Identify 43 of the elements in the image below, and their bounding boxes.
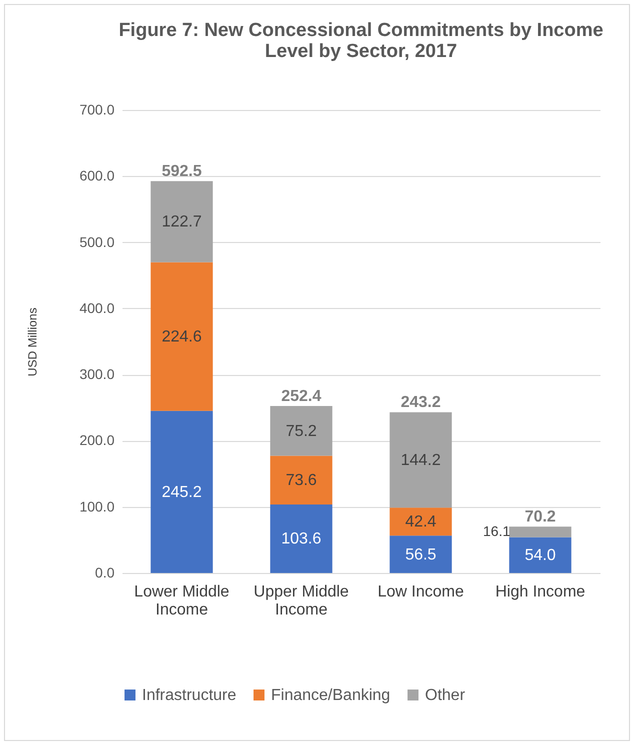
bar bbox=[390, 536, 452, 573]
bar bbox=[270, 406, 332, 456]
y-tick-label: 600.0 bbox=[79, 168, 115, 184]
x-tick-label: Upper Middle Income bbox=[254, 584, 349, 618]
y-tick-label: 400.0 bbox=[79, 300, 115, 316]
bar bbox=[150, 181, 213, 262]
legend-label: Finance/Banking bbox=[271, 687, 390, 704]
data-label: 75.2 bbox=[286, 422, 317, 440]
data-label: 245.2 bbox=[162, 484, 202, 501]
data-label: 54.0 bbox=[524, 547, 556, 564]
data-label: 122.7 bbox=[162, 214, 202, 231]
bar bbox=[270, 504, 332, 573]
total-label: 70.2 bbox=[524, 508, 556, 526]
y-tick-label: 500.0 bbox=[79, 234, 115, 250]
y-tick-label: 200.0 bbox=[79, 432, 115, 448]
y-tick-label: 100.0 bbox=[79, 498, 115, 514]
y-tick-label: 0.0 bbox=[95, 564, 115, 580]
bar bbox=[509, 537, 572, 573]
data-label: 224.6 bbox=[162, 328, 202, 346]
bar bbox=[150, 410, 213, 573]
data-label: 144.2 bbox=[400, 452, 441, 469]
data-label: 16.1 bbox=[483, 522, 510, 539]
legend-label: Infrastructure bbox=[142, 687, 236, 704]
data-label: 56.5 bbox=[405, 546, 436, 564]
y-axis-title: USD Millions bbox=[25, 308, 40, 376]
x-tick-label: High Income bbox=[495, 584, 586, 600]
x-tick-label: Low Income bbox=[378, 584, 464, 600]
data-label: 42.4 bbox=[405, 514, 436, 531]
x-tick-label: Lower Middle Income bbox=[134, 584, 230, 618]
bar bbox=[509, 526, 572, 538]
bar bbox=[270, 456, 332, 504]
bar bbox=[390, 508, 452, 536]
legend-label: Other bbox=[425, 687, 466, 704]
bar bbox=[390, 412, 452, 508]
chart-title: Figure 7: New Concessional Commitments by Income Level by Sector, 2017 bbox=[118, 20, 604, 62]
total-label: 592.5 bbox=[162, 163, 202, 180]
bar bbox=[150, 262, 213, 411]
total-label: 252.4 bbox=[281, 388, 322, 406]
total-label: 243.2 bbox=[400, 394, 441, 412]
data-label: 73.6 bbox=[286, 472, 317, 490]
y-tick-label: 700.0 bbox=[79, 102, 115, 118]
y-tick-label: 300.0 bbox=[79, 366, 115, 382]
data-label: 103.6 bbox=[281, 530, 322, 548]
